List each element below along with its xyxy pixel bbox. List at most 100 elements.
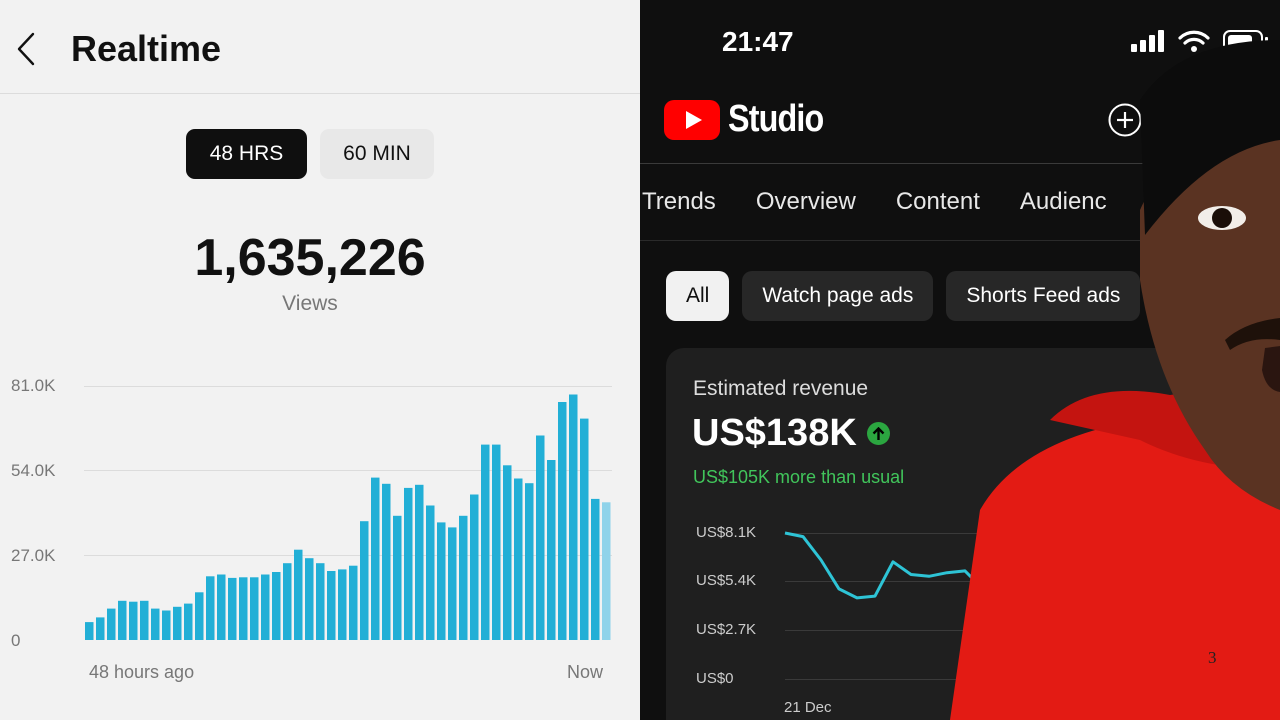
realtime-panel: Realtime 48 HRS 60 MIN 1,635,226 Views 8… (0, 0, 640, 720)
views-bar (602, 502, 611, 640)
y-tick-label: US$5.4K (696, 572, 757, 589)
y-tick-label: US$8.1K (696, 524, 757, 541)
overlay-digit: 3 (1208, 648, 1217, 667)
tab-content[interactable]: Content (895, 188, 980, 215)
logo-text: Studio (728, 98, 824, 140)
views-label: Views (282, 292, 338, 315)
views-bar (525, 483, 534, 640)
tab-overview[interactable]: Overview (755, 188, 856, 215)
views-bar (184, 603, 193, 640)
views-bar-chart (85, 394, 611, 640)
views-bar (569, 394, 578, 640)
gridline (84, 386, 612, 387)
views-bar (382, 483, 391, 640)
chip-watch-page-ads[interactable]: Watch page ads (742, 271, 934, 321)
y-tick-label: 27.0K (11, 546, 56, 565)
views-bar (404, 487, 413, 640)
views-bar (514, 478, 523, 640)
revenue-series-line (784, 531, 985, 600)
y-tick-label: 54.0K (11, 461, 56, 480)
views-bar (503, 465, 512, 640)
views-bar (239, 577, 248, 640)
tab-trends[interactable]: Trends (642, 188, 716, 215)
youtube-play-icon (664, 99, 720, 140)
views-bar (415, 484, 424, 640)
views-bar (85, 622, 94, 640)
create-plus-icon[interactable] (1108, 103, 1142, 137)
revenue-filter-chips: All Watch page ads Shorts Feed ads (666, 271, 1141, 321)
views-bar (393, 515, 402, 640)
views-bar (283, 563, 292, 640)
gridline (84, 555, 612, 556)
chip-shorts-feed-ads[interactable]: Shorts Feed ads (946, 271, 1141, 321)
y-tick-label: 0 (11, 631, 21, 650)
gridline (785, 679, 1115, 680)
toggle-60-min[interactable]: 60 MIN (320, 129, 434, 179)
views-count: 1,635,226 (194, 229, 426, 287)
views-bar (162, 610, 171, 640)
views-bar (195, 592, 204, 640)
x-axis-end-label: Now (567, 662, 604, 682)
wifi-icon (1178, 30, 1210, 52)
x-axis-start-label: 48 hours ago (89, 662, 195, 682)
views-bar (481, 444, 490, 640)
status-bar-icons (1130, 28, 1272, 54)
tab-audience[interactable]: Audienc (1019, 188, 1107, 215)
views-bar (228, 577, 237, 640)
views-bar (470, 494, 479, 640)
divider (640, 240, 1180, 241)
views-bar (426, 505, 435, 640)
toggle-48-hrs[interactable]: 48 HRS (186, 129, 307, 179)
gridline (785, 533, 1115, 534)
views-bar (173, 606, 182, 640)
status-time: 21:47 (722, 26, 794, 57)
views-bar (316, 563, 325, 640)
views-bar (217, 574, 226, 640)
analytics-tabs: Trends Overview Content Audienc (642, 188, 1107, 216)
revenue-comparison: US$105K more than usual (693, 467, 905, 487)
views-bar (261, 574, 270, 640)
views-bar (250, 577, 259, 640)
views-bar (107, 608, 116, 640)
divider (640, 163, 1180, 164)
views-bar (294, 549, 303, 640)
revenue-amount: US$138K (692, 412, 857, 454)
gridline (785, 581, 1115, 582)
views-bar (448, 527, 457, 640)
gridline (84, 470, 612, 471)
y-tick-label: 81.0K (11, 376, 56, 395)
revenue-line-chart (784, 531, 985, 600)
realtime-header: Realtime (0, 0, 640, 94)
back-arrow-icon[interactable] (14, 30, 38, 68)
views-bar (151, 608, 160, 640)
views-bar (327, 571, 336, 640)
views-bar (118, 600, 127, 640)
y-tick-label: US$2.7K (696, 621, 757, 638)
gridline (785, 630, 1115, 631)
views-bar (206, 576, 215, 640)
views-bar (591, 498, 600, 640)
page-title: Realtime (71, 28, 222, 69)
views-bar (437, 522, 446, 640)
views-bar (547, 460, 556, 640)
youtube-studio-logo: Studio (664, 98, 840, 141)
up-arrow-icon (866, 422, 890, 445)
views-bar (272, 572, 281, 640)
views-bar (140, 600, 149, 640)
y-tick-label: US$0 (696, 670, 734, 687)
views-bar (305, 558, 314, 640)
x-axis-start-label: 21 Dec (784, 699, 832, 716)
views-bar (536, 435, 545, 640)
views-bar (459, 515, 468, 640)
views-bar (580, 418, 589, 640)
views-bar (338, 569, 347, 640)
card-title: Estimated revenue (693, 377, 869, 400)
chip-all[interactable]: All (666, 271, 730, 321)
views-bar (129, 601, 138, 640)
revenue-value: US$138K (692, 412, 890, 455)
presenter-image (950, 40, 1280, 720)
views-bar (360, 521, 369, 640)
views-bar (349, 565, 358, 640)
views-bar (558, 402, 567, 640)
signal-icon (1131, 30, 1164, 52)
